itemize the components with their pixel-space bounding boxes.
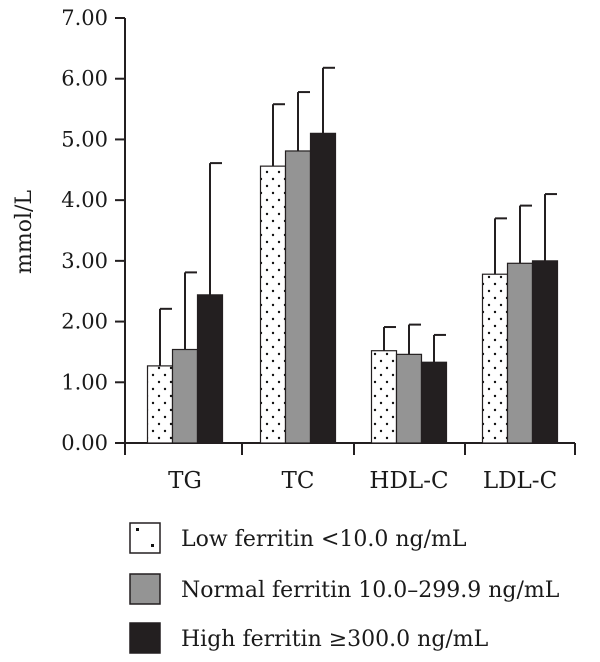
legend-label: Low ferritin <10.0 ng/mL: [181, 527, 467, 552]
bar: [309, 132, 337, 444]
y-tick-label: 1.00: [61, 370, 108, 394]
bar: [506, 262, 534, 444]
y-tick-label: 0.00: [61, 431, 108, 455]
y-tick-label: 7.00: [61, 6, 108, 30]
legend-label: Normal ferritin 10.0–299.9 ng/mL: [181, 578, 560, 603]
legend: Low ferritin <10.0 ng/mL Normal ferritin …: [129, 522, 560, 654]
category-label: TC: [282, 468, 315, 494]
y-tick-label: 5.00: [61, 127, 108, 151]
y-tick-label: 6.00: [61, 67, 108, 91]
bar: [531, 260, 559, 444]
bar: [370, 350, 398, 444]
y-tick-label: 2.00: [61, 310, 108, 334]
y-axis-label: mmol/L: [12, 190, 37, 274]
legend-swatch-dot: [151, 544, 154, 547]
legend-label: High ferritin ≥300.0 ng/mL: [181, 627, 489, 652]
bars: [146, 66, 559, 444]
bar: [196, 294, 224, 444]
bar: [395, 353, 423, 444]
bar: [259, 165, 287, 444]
category-label: LDL-C: [483, 468, 557, 494]
category-label: HDL-C: [369, 468, 448, 494]
legend-swatch: [129, 573, 161, 605]
legend-swatch: [129, 622, 161, 654]
legend-swatch: [129, 522, 161, 554]
legend-swatch-dot: [136, 528, 139, 531]
y-tick-label: 4.00: [61, 188, 108, 212]
y-tick-label: 3.00: [61, 249, 108, 273]
bar: [171, 348, 199, 444]
bar: [284, 150, 312, 444]
axes: 0.00 1.00 2.00 3.00 4.00 5.00 6.00 7.00 TG TC HDL-…: [61, 6, 576, 494]
bar: [146, 365, 174, 444]
bar: [420, 361, 448, 444]
bar: [481, 273, 509, 444]
category-label: TG: [168, 468, 202, 494]
